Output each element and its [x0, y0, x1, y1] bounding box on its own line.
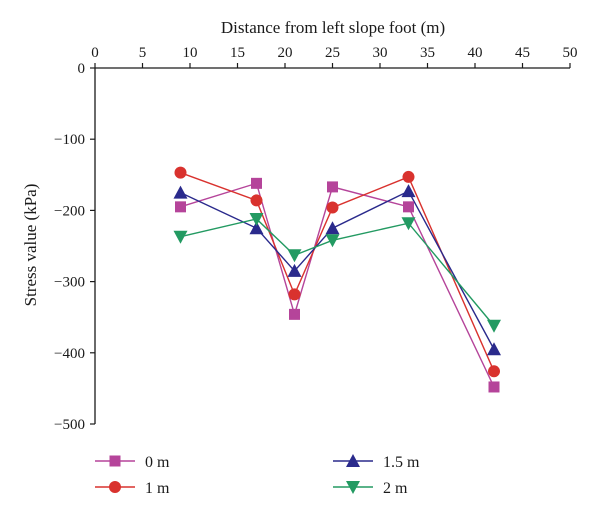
y-axis-label: Stress value (kPa): [21, 184, 40, 307]
y-tick-label: −500: [54, 417, 85, 433]
series-line: [180, 218, 495, 327]
x-tick-label: 40: [468, 45, 483, 61]
data-point: [327, 181, 338, 193]
data-point: [251, 177, 262, 189]
y-tick-label: −100: [54, 132, 85, 148]
legend-label: 2 m: [383, 480, 408, 497]
y-tick-label: −400: [54, 346, 85, 362]
data-point: [402, 170, 415, 183]
legend-marker: [109, 455, 121, 467]
series-3: [180, 218, 495, 327]
series-1: [180, 172, 495, 372]
data-point: [288, 288, 301, 301]
legend-marker: [346, 454, 360, 467]
data-point: [250, 194, 263, 207]
x-tick-label: 25: [325, 45, 340, 61]
x-tick-label: 50: [563, 45, 578, 61]
data-point: [487, 342, 501, 356]
legend: 0 m 1 m 1.5 m 2 m: [95, 454, 420, 497]
legend-marker: [346, 481, 360, 494]
data-point: [403, 201, 414, 213]
x-axis-label: Distance from left slope foot (m): [221, 18, 445, 37]
legend-label: 1.5 m: [383, 454, 420, 471]
x-tick-label: 10: [183, 45, 198, 61]
legend-marker: [109, 481, 121, 493]
x-tick-label: 20: [278, 45, 293, 61]
y-tick-label: −200: [54, 203, 85, 219]
data-point: [249, 212, 264, 226]
series-markers-1: [174, 166, 500, 378]
data-point: [487, 319, 501, 333]
data-point: [326, 201, 339, 214]
data-point: [401, 217, 416, 231]
data-point: [173, 185, 188, 199]
x-tick-label: 45: [515, 45, 530, 61]
legend-label: 0 m: [145, 454, 170, 471]
legend-entry: 2 m: [333, 480, 408, 497]
x-tick-label: 35: [420, 45, 435, 61]
series-markers-2: [173, 184, 501, 356]
x-tick-label: 5: [139, 45, 147, 61]
series-markers-0: [175, 177, 500, 393]
y-tick-label: −300: [54, 275, 85, 291]
data-point: [401, 184, 416, 198]
data-point: [249, 221, 264, 235]
axes: 0 5 10 15 20 25 30 35 40 45 50 0 −100 −200 −300 −400 −50…: [54, 45, 577, 433]
data-point: [287, 249, 302, 263]
series-line: [180, 172, 495, 372]
data-point: [287, 263, 302, 277]
data-point: [175, 201, 186, 213]
legend-entry: 1 m: [95, 480, 170, 497]
data-point: [325, 221, 340, 235]
legend-entry: 0 m: [95, 454, 170, 471]
plot-area: [173, 166, 501, 393]
series-markers-3: [173, 212, 501, 333]
legend-label: 1 m: [145, 480, 170, 497]
data-point: [289, 308, 300, 320]
legend-entry: 1.5 m: [333, 454, 420, 471]
data-point: [325, 234, 340, 248]
x-tick-label: 30: [373, 45, 388, 61]
data-point: [488, 381, 500, 393]
data-point: [488, 365, 500, 378]
x-tick-label: 15: [230, 45, 245, 61]
x-tick-label: 0: [91, 45, 99, 61]
data-point: [174, 166, 187, 179]
data-point: [173, 230, 188, 244]
y-tick-label: 0: [78, 61, 86, 77]
